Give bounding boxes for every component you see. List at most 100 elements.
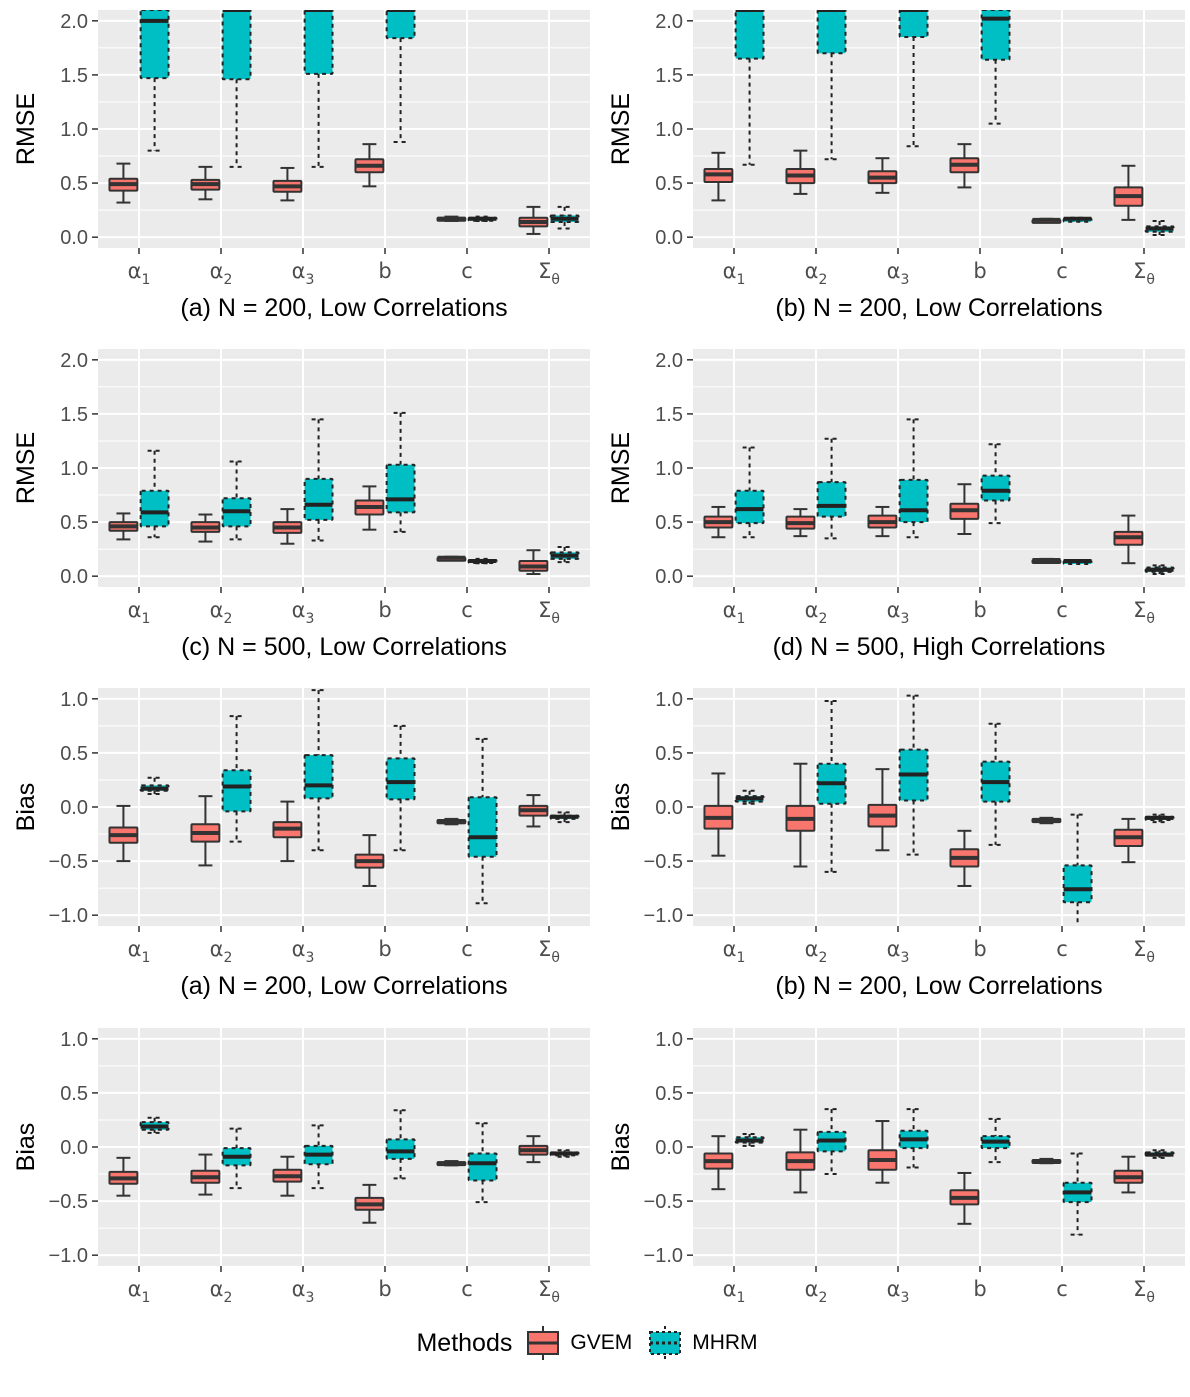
box-mhrm — [734, 10, 765, 166]
box-mhrm — [221, 10, 252, 168]
x-tick-label: b — [973, 1277, 986, 1301]
x-tick-label: α2 — [805, 598, 828, 627]
box-body — [816, 10, 847, 55]
x-tick-label: α1 — [723, 259, 746, 288]
box-body — [816, 481, 847, 518]
box-mhrm — [385, 411, 416, 533]
legend-item-mhrm: MHRM — [648, 1326, 758, 1360]
x-tick-label: b — [378, 1277, 391, 1301]
box-gvem — [949, 483, 980, 535]
box-gvem — [518, 205, 549, 235]
box-gvem — [108, 162, 139, 204]
box-gvem — [272, 508, 303, 545]
panel-6: −1.0 −0.5 0.0 0.5 1.0 α1 α2 α3 b c Σθ Bias (b) N = 2… — [607, 688, 1185, 1000]
box-body — [385, 757, 416, 801]
box-gvem — [190, 1153, 221, 1196]
boxplot-grid: 0.0 0.5 1.0 1.5 2.0 α1 α2 α3 b c Σθ RMSE (a) N = 200… — [12, 10, 1185, 1306]
box-mhrm — [980, 1117, 1011, 1164]
box-mhrm — [1062, 813, 1093, 926]
y-tick-label: 0.0 — [655, 566, 683, 588]
x-tick-label: α2 — [805, 1277, 828, 1306]
x-tick-label: α2 — [805, 937, 828, 966]
box-gvem — [785, 1128, 816, 1194]
x-tick-label: α1 — [723, 1277, 746, 1306]
x-tick-label: Σθ — [1133, 259, 1155, 288]
box-gvem — [1031, 1157, 1062, 1165]
box-gvem — [949, 1171, 980, 1225]
x-tick-label: c — [461, 259, 473, 283]
x-tick-label: Σθ — [1133, 1277, 1155, 1306]
x-tick-label: b — [378, 259, 391, 283]
box-mhrm — [898, 1108, 929, 1169]
box-gvem — [867, 768, 898, 852]
box-layer — [108, 689, 580, 905]
box-mhrm — [816, 699, 847, 873]
box-gvem — [785, 762, 816, 868]
x-tick-label: α1 — [128, 598, 151, 627]
panel-1: 0.0 0.5 1.0 1.5 2.0 α1 α2 α3 b c Σθ RMSE (a) N = 200… — [12, 10, 590, 322]
box-mhrm — [303, 1124, 334, 1190]
box-gvem — [108, 512, 139, 541]
box-mhrm — [221, 460, 252, 541]
x-tick-label: α2 — [210, 937, 233, 966]
box-body — [303, 477, 334, 521]
x-tick-label: c — [461, 937, 473, 961]
box-mhrm — [1144, 564, 1175, 576]
x-tick-label: b — [973, 937, 986, 961]
panel-caption: (d) N = 500, High Correlations — [773, 633, 1106, 661]
x-tick-label: α3 — [887, 937, 910, 966]
x-tick-label: c — [1056, 937, 1068, 961]
box-body — [734, 10, 765, 60]
x-tick-label: α2 — [210, 598, 233, 627]
box-gvem — [1113, 164, 1144, 221]
y-tick-label: 0.5 — [655, 1083, 683, 1105]
y-tick-label: 1.0 — [60, 1029, 88, 1051]
x-tick-label: α3 — [887, 598, 910, 627]
y-tick-label: −1.0 — [49, 905, 88, 927]
box-gvem — [518, 549, 549, 576]
x-tick-label: b — [378, 598, 391, 622]
box-gvem — [354, 485, 385, 531]
box-mhrm — [980, 722, 1011, 846]
x-tick-label: α3 — [292, 1277, 315, 1306]
box-mhrm — [1144, 219, 1175, 237]
box-mhrm — [734, 789, 765, 805]
box-mhrm — [1144, 1149, 1175, 1159]
y-tick-label: 1.0 — [655, 1029, 683, 1051]
y-axis-label: RMSE — [607, 432, 635, 504]
y-axis-label: Bias — [12, 1123, 40, 1172]
box-mhrm — [980, 443, 1011, 525]
x-tick-label: α3 — [292, 937, 315, 966]
y-tick-label: −0.5 — [49, 1191, 88, 1213]
y-axis-label: Bias — [607, 783, 635, 832]
box-gvem — [518, 1135, 549, 1164]
box-gvem — [436, 555, 467, 562]
box-gvem — [949, 829, 980, 887]
box-gvem — [1031, 217, 1062, 224]
box-gvem — [190, 165, 221, 201]
y-axis-label: Bias — [607, 1123, 635, 1172]
y-tick-label: −1.0 — [644, 905, 683, 927]
panel-3: 0.0 0.5 1.0 1.5 2.0 α1 α2 α3 b c Σθ RMSE (c) N = 500… — [12, 349, 590, 661]
panel-caption: (a) N = 200, Low Correlations — [180, 972, 507, 1000]
legend-key-gvem — [527, 1326, 560, 1360]
legend-label-mhrm: MHRM — [692, 1331, 758, 1354]
box-body — [898, 10, 929, 39]
x-tick-label: Σθ — [1133, 937, 1155, 966]
box-mhrm — [734, 1133, 765, 1147]
y-axis-label: RMSE — [12, 93, 40, 165]
y-axis-label: RMSE — [607, 93, 635, 165]
box-gvem — [190, 795, 221, 867]
box-gvem — [190, 513, 221, 543]
y-tick-label: 1.0 — [655, 458, 683, 480]
y-tick-label: 0.5 — [60, 173, 88, 195]
box-mhrm — [980, 10, 1011, 125]
box-gvem — [1113, 514, 1144, 565]
box-gvem — [518, 794, 549, 828]
box-layer — [703, 418, 1175, 576]
box-mhrm — [898, 694, 929, 856]
x-tick-label: α3 — [292, 598, 315, 627]
x-tick-label: c — [461, 1277, 473, 1301]
y-tick-label: 2.0 — [655, 350, 683, 372]
x-tick-label: α2 — [210, 1277, 233, 1306]
